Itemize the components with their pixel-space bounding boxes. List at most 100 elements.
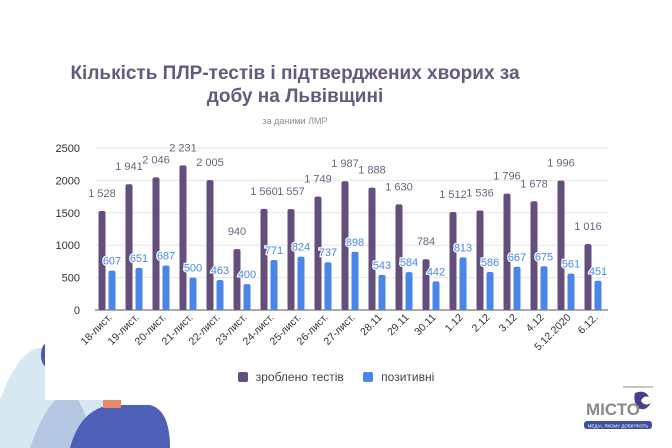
bar-tests — [557, 180, 565, 310]
y-tick-label: 0 — [74, 305, 80, 317]
legend-label-tests: зроблено тестів — [255, 370, 344, 384]
bar-positive — [243, 284, 251, 310]
data-label-tests: 1 888 — [358, 165, 386, 177]
data-label-tests: 940 — [228, 226, 246, 238]
legend: зроблено тестів позитивні — [0, 370, 672, 385]
data-label-tests: 2 046 — [142, 154, 170, 166]
x-tick-label: 6.12. — [576, 312, 601, 337]
y-tick-label: 2500 — [56, 143, 80, 155]
bar-positive — [270, 260, 278, 310]
chart-title: Кількість ПЛР-тестів і підтверджених хво… — [70, 63, 520, 107]
bar-tests — [476, 210, 484, 310]
bar-tests — [260, 208, 268, 310]
chart-card — [45, 0, 655, 400]
y-tick-label: 1500 — [56, 208, 80, 220]
bar-positive — [108, 270, 116, 310]
x-tick-label: 28.11 — [358, 312, 385, 339]
bar-tests — [341, 181, 349, 310]
bar-tests — [530, 201, 538, 310]
bar-tests — [422, 259, 430, 310]
data-label-tests: 1 512 — [439, 189, 467, 201]
data-label-positive: 500 — [184, 263, 202, 275]
y-tick-label: 500 — [62, 273, 80, 285]
data-label-positive: 687 — [157, 250, 175, 262]
bar-tests — [233, 249, 241, 310]
data-label-tests: 1 536 — [466, 187, 494, 199]
data-label-tests: 1 987 — [331, 158, 359, 170]
data-label-positive: 561 — [562, 259, 580, 271]
x-tick-label: 1.12 — [443, 312, 466, 335]
data-label-tests: 1 941 — [115, 161, 143, 173]
y-tick-label: 2000 — [56, 175, 80, 187]
data-label-tests: 1 528 — [88, 188, 116, 200]
legend-label-positive: позитивні — [381, 370, 435, 384]
bar-tests — [395, 204, 403, 310]
svg-text:МЕДІА, ЯКОМУ ДОВІРЯЮТЬ: МЕДІА, ЯКОМУ ДОВІРЯЮТЬ — [588, 424, 649, 429]
data-label-positive: 675 — [535, 251, 553, 263]
data-label-tests: 1 796 — [493, 171, 521, 183]
data-label-tests: 1 630 — [385, 181, 413, 193]
bar-tests — [503, 193, 511, 310]
bar-positive — [324, 262, 332, 310]
data-label-tests: 1 557 — [277, 186, 305, 198]
data-label-positive: 737 — [319, 247, 337, 259]
x-tick-label: 4.12 — [524, 312, 547, 335]
bar-positive — [351, 251, 359, 310]
bar-positive — [189, 277, 197, 310]
y-tick-label: 1000 — [56, 240, 80, 252]
data-label-positive: 543 — [373, 260, 391, 272]
legend-item-positive: позитивні — [363, 370, 434, 384]
data-label-tests: 1 560 — [250, 186, 278, 198]
bar-positive — [378, 274, 386, 310]
bar-positive — [459, 257, 467, 310]
data-label-tests: 1 016 — [574, 221, 602, 233]
bar-tests — [152, 177, 160, 310]
chart-subtitle: за даними ЛМР — [262, 116, 328, 126]
bar-positive — [162, 265, 170, 310]
bar-tests — [314, 196, 322, 310]
data-label-positive: 651 — [130, 253, 148, 265]
data-label-positive: 463 — [211, 265, 229, 277]
misto-logo: МІСТО МЕДІА, ЯКОМУ ДОВІРЯЮТЬ — [584, 386, 653, 429]
svg-text:МІСТО: МІСТО — [586, 400, 640, 419]
x-tick-label: 29.11 — [385, 312, 412, 339]
bar-tests — [206, 180, 214, 310]
data-label-positive: 771 — [265, 245, 283, 257]
data-label-positive: 584 — [400, 257, 418, 269]
data-label-tests: 2 005 — [196, 157, 224, 169]
bar-positive — [432, 281, 440, 310]
bar-positive — [594, 280, 602, 310]
x-tick-label: 2.12 — [470, 312, 493, 335]
bar-tests — [287, 209, 295, 310]
data-label-positive: 586 — [481, 257, 499, 269]
bar-positive — [567, 273, 575, 310]
bar-positive — [135, 267, 143, 310]
data-label-positive: 898 — [346, 237, 364, 249]
bar-tests — [449, 212, 457, 310]
legend-swatch-positive — [363, 372, 374, 382]
bar-tests — [98, 210, 106, 310]
bar-tests — [368, 187, 376, 310]
data-label-positive: 607 — [103, 256, 121, 268]
bar-tests — [584, 244, 592, 310]
bar-positive — [216, 279, 224, 310]
x-tick-label: 30.11 — [412, 312, 439, 339]
bar-positive — [405, 272, 413, 310]
data-label-positive: 813 — [454, 242, 472, 254]
data-label-positive: 667 — [508, 252, 526, 264]
bar-positive — [486, 272, 494, 310]
bar-positive — [540, 266, 548, 310]
x-tick-label: 3.12 — [497, 312, 520, 335]
data-label-tests: 784 — [417, 236, 435, 248]
data-label-tests: 1 678 — [520, 178, 548, 190]
bar-tests — [179, 165, 187, 310]
data-label-positive: 400 — [238, 269, 256, 281]
data-label-positive: 442 — [427, 266, 445, 278]
data-label-positive: 824 — [292, 242, 310, 254]
data-label-tests: 1 996 — [547, 158, 575, 170]
bar-tests — [125, 184, 133, 310]
bar-positive — [513, 266, 521, 310]
bar-positive — [297, 256, 305, 310]
legend-item-tests: зроблено тестів — [237, 370, 344, 384]
